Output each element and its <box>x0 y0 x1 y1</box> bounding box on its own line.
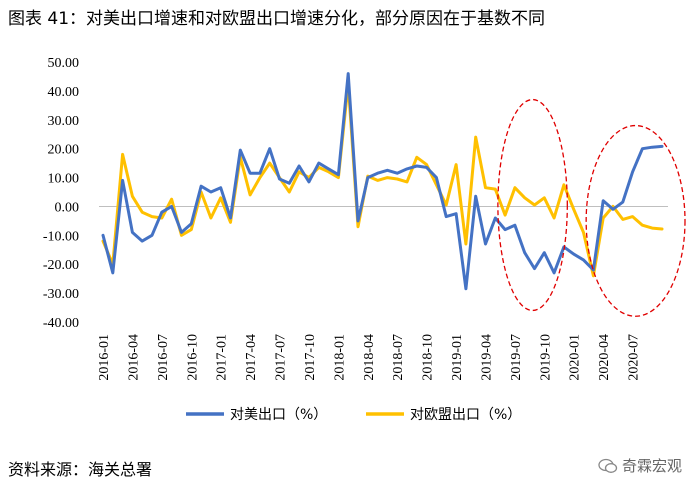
legend-label: 对美出口（%） <box>230 407 327 423</box>
y-tick-label: -10.00 <box>43 229 79 244</box>
line-chart: 50.00 40.00 30.00 20.00 10.00 0.00 -10.00 -20.0… <box>43 56 686 423</box>
legend-label: 对欧盟出口（%） <box>410 407 521 423</box>
highlight-ellipses <box>497 98 686 317</box>
y-tick-label: 20.00 <box>48 143 80 158</box>
y-tick-label: -30.00 <box>43 287 79 302</box>
x-tick-label: 2017-01 <box>215 334 230 381</box>
x-tick-label: 2018-07 <box>391 334 406 381</box>
series-line <box>101 72 664 291</box>
x-tick-label: 2020-04 <box>597 334 612 381</box>
x-tick-label: 2017-04 <box>244 334 259 381</box>
x-tick-label: 2019-01 <box>450 334 465 381</box>
watermark-text: 奇霖宏观 <box>621 457 682 475</box>
legend: 对美出口（%） 对欧盟出口（%） <box>186 407 521 423</box>
y-tick-label: 10.00 <box>48 172 80 187</box>
y-tick-label: 30.00 <box>48 114 80 129</box>
x-tick-label: 2019-07 <box>509 334 524 381</box>
x-tick-label: 2016-01 <box>97 334 112 381</box>
x-tick-label: 2018-01 <box>332 334 347 381</box>
highlight-ellipse <box>585 124 686 317</box>
y-tick-label: 40.00 <box>48 85 80 100</box>
x-tick-label: 2018-04 <box>362 334 377 381</box>
chart-title: 图表 41：对美出口增速和对欧盟出口增速分化，部分原因在于基数不同 <box>8 9 546 29</box>
y-tick-label: 50.00 <box>48 56 80 71</box>
x-tick-label: 2019-04 <box>479 334 494 381</box>
y-tick-label: -40.00 <box>43 316 79 331</box>
y-tick-label: 0.00 <box>55 200 80 215</box>
series-lines <box>101 72 664 291</box>
series-line <box>101 82 664 278</box>
wechat-icon <box>598 458 618 473</box>
x-axis-ticks: 2016-01 2016-04 2016-07 2016-10 2017-01 2017-… <box>97 334 642 381</box>
source-note: 资料来源：海关总署 <box>8 460 153 479</box>
x-tick-label: 2017-10 <box>303 334 318 381</box>
x-tick-label: 2019-10 <box>538 334 553 381</box>
y-axis-ticks: 50.00 40.00 30.00 20.00 10.00 0.00 -10.00 -20.0… <box>43 56 79 331</box>
x-tick-label: 2017-07 <box>274 334 289 381</box>
x-tick-label: 2020-07 <box>627 334 642 381</box>
x-tick-label: 2016-07 <box>156 334 171 381</box>
watermark: 奇霖宏观 <box>598 455 682 476</box>
x-tick-label: 2016-10 <box>185 334 200 381</box>
x-tick-label: 2018-10 <box>421 334 436 381</box>
highlight-ellipse <box>497 98 568 312</box>
y-tick-label: -20.00 <box>43 258 79 273</box>
x-tick-label: 2020-01 <box>568 334 583 381</box>
x-tick-label: 2016-04 <box>126 334 141 381</box>
